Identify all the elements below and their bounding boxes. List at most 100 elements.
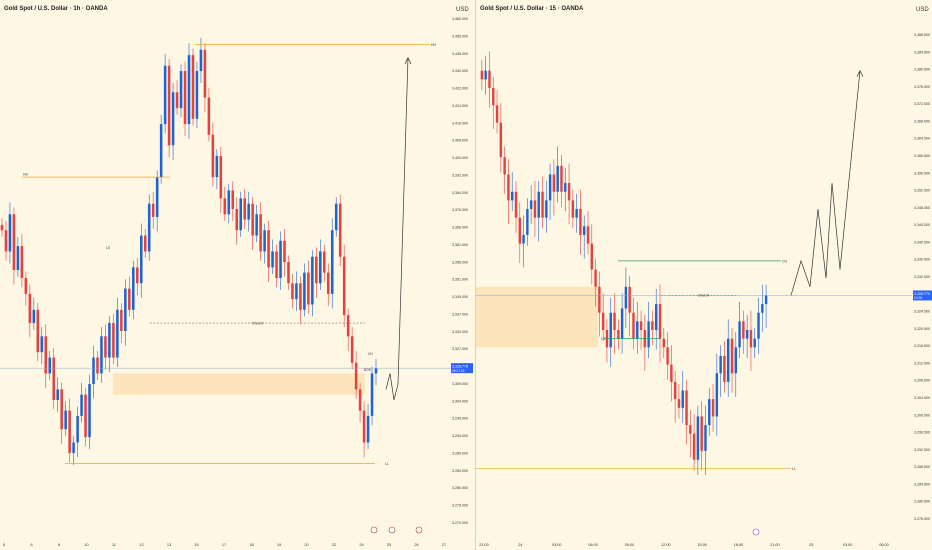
candle-body [271, 251, 274, 268]
price-tick-label: 3,376.000 [452, 208, 468, 212]
event-flag-icon[interactable] [388, 526, 396, 534]
event-flag-icon[interactable] [752, 528, 760, 536]
candle-body [159, 124, 163, 178]
price-tick-label: 3,360.500 [914, 154, 930, 158]
price-tick-label: 3,392.000 [452, 173, 468, 177]
time-tick-label: 06:00 [879, 543, 889, 547]
candle-body [167, 65, 171, 146]
time-tick-label: 24 [359, 543, 363, 547]
candle-body [151, 203, 155, 217]
pane-divider[interactable] [475, 0, 476, 550]
candle-body [545, 200, 548, 218]
candle-body [715, 373, 719, 417]
candle-body [753, 338, 756, 348]
candle-body [370, 373, 374, 416]
price-tick-label: 3,296.500 [914, 431, 930, 435]
price-tick-label: 3,312.500 [914, 361, 930, 365]
price-tick-label: 3,380.500 [914, 68, 930, 72]
price-tick-label: 3,348.500 [914, 206, 930, 210]
time-tick-label: 03:00 [552, 543, 562, 547]
candle-body [548, 174, 552, 201]
candle-body [40, 336, 44, 353]
countdown-value: 10:28 [914, 296, 922, 300]
candle-body [636, 321, 639, 339]
time-tick-label: 19 [277, 543, 281, 547]
candle-body [291, 283, 294, 300]
candle-body [323, 251, 326, 273]
time-tick-label: 6 [30, 543, 32, 547]
candle-body [311, 256, 314, 305]
candle-body [315, 256, 318, 284]
candle-body [749, 330, 753, 348]
time-tick-label: 22 [332, 543, 336, 547]
candle-body [613, 312, 616, 331]
event-flag-icon[interactable] [415, 526, 423, 534]
candle-body [617, 330, 620, 339]
candle-body [654, 304, 658, 331]
chart-canvas[interactable]: 3,460.000 3,455.000 3,445.000 3,440.000 3,43… [0, 0, 476, 550]
projection-arrowhead [404, 57, 412, 64]
candle-body [571, 200, 575, 218]
candle-body [48, 357, 52, 374]
candle-body [350, 336, 354, 363]
candle-body [330, 230, 334, 294]
candle-body [723, 355, 726, 382]
demand-zone [113, 373, 365, 395]
price-tick-label: 3,352.500 [914, 189, 930, 193]
candle-body [132, 267, 135, 310]
price-tick-label: 3,408.000 [452, 139, 468, 143]
candle-body [624, 286, 628, 309]
candle-body [247, 203, 250, 220]
price-tick-label: 3,280.500 [914, 500, 930, 504]
candle-body [12, 214, 16, 270]
candle-body [108, 323, 111, 358]
candle-body [366, 415, 370, 443]
candle-body [56, 389, 59, 400]
candle-body [72, 442, 75, 454]
candle-body [745, 330, 749, 339]
price-tick-label: 3,324.500 [914, 310, 930, 314]
candle-body [334, 203, 338, 231]
candle-body [8, 214, 12, 252]
price-tick-label: 3,304.500 [914, 396, 930, 400]
price-tick-label: 3,424.000 [452, 104, 468, 108]
price-tick-label: 3,284.000 [452, 469, 468, 473]
candle-body [708, 399, 711, 426]
candle-body [124, 288, 127, 332]
candle-body [199, 49, 203, 72]
price-tick-label: 3,376.500 [914, 85, 930, 89]
price-tick-label: 3,332.000 [452, 330, 468, 334]
price-tick-label: 3,364.500 [914, 137, 930, 141]
chart-canvas[interactable]: 3,388.500 3,384.500 3,380.500 3,376.500 3,37… [476, 0, 932, 550]
price-tick-label: 3,309.000 [452, 382, 468, 386]
candle-body [526, 209, 529, 235]
price-tick-label: 3,455.000 [452, 34, 468, 38]
candle-body [492, 88, 495, 106]
candle-body [480, 70, 484, 80]
chart-pane-1h[interactable]: Gold Spot / U.S. Dollar · 1h · OANDA USD… [0, 0, 476, 550]
candle-body [510, 191, 514, 201]
candle-body [235, 208, 239, 231]
candle-body [120, 309, 123, 332]
time-tick-label: 09:00 [625, 543, 635, 547]
chart-pane-15m[interactable]: Gold Spot / U.S. Dollar · 15 · OANDA USD… [476, 0, 932, 550]
candle-body [175, 92, 179, 109]
event-flag-icon[interactable] [370, 526, 378, 534]
price-tick-label: 3,384.000 [452, 191, 468, 195]
price-tick-label: 3,332.500 [914, 275, 930, 279]
demand-zone [476, 286, 598, 348]
candle-body [529, 200, 533, 210]
price-tick-label: 3,356.000 [452, 260, 468, 264]
candle-body [757, 312, 760, 339]
candle-body [163, 65, 167, 125]
candle-body [76, 415, 79, 443]
time-tick-label: 5 [3, 543, 5, 547]
candle-body [522, 234, 525, 244]
candle-body [179, 71, 183, 109]
candle-body [609, 312, 612, 348]
current-price-value: 3,328.775 [914, 292, 930, 296]
price-tick-label: 3,280.000 [452, 486, 468, 490]
price-tick-label: 3,270.000 [452, 521, 468, 525]
candle-body [503, 157, 506, 175]
